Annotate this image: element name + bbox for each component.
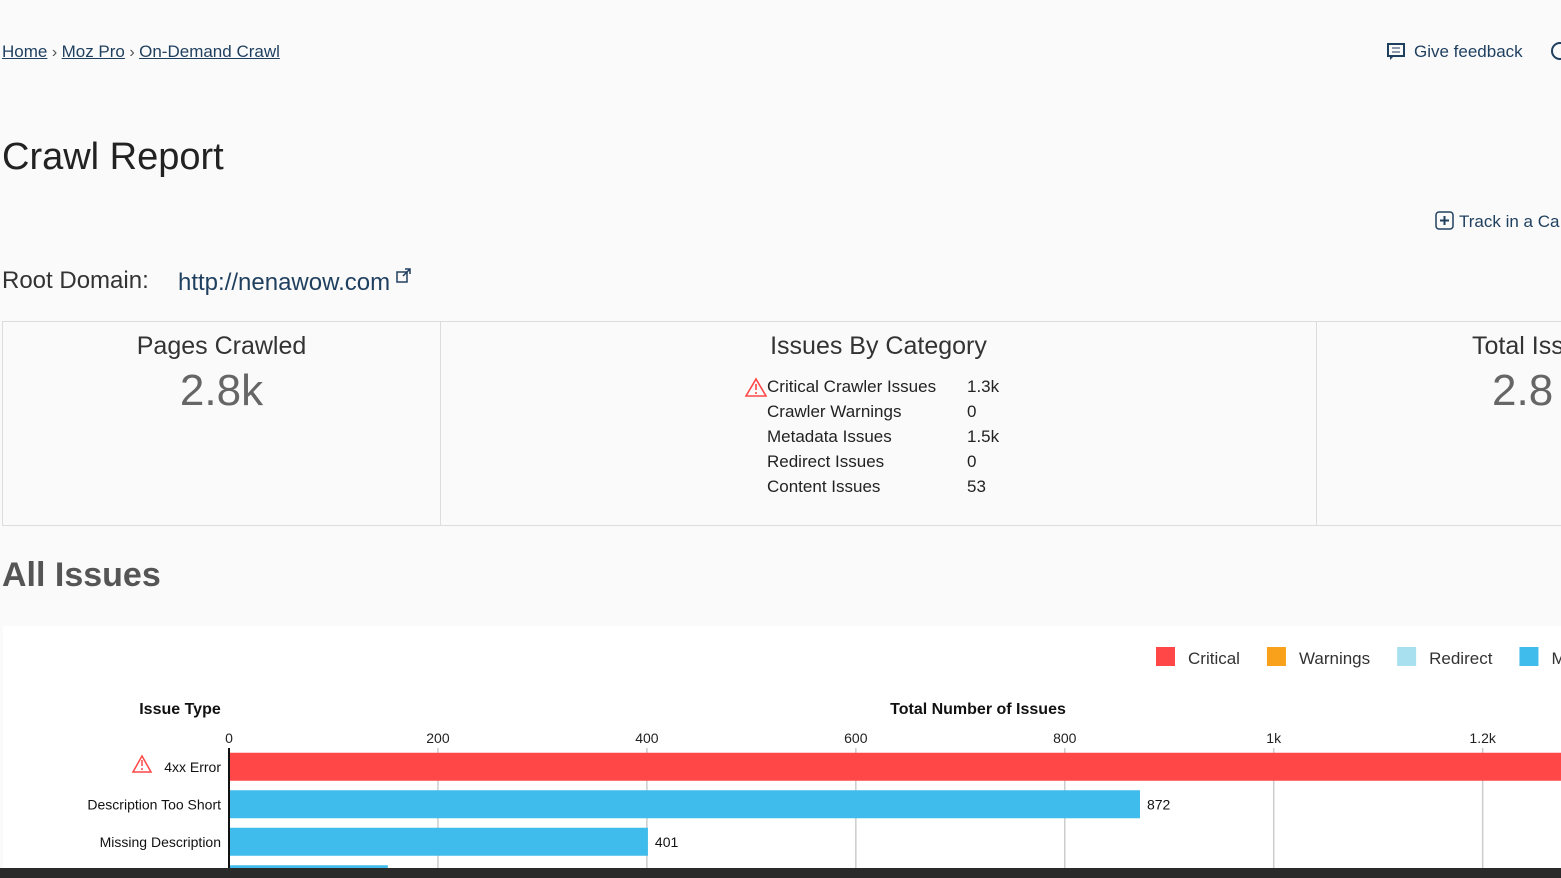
bar (229, 752, 1561, 781)
chart-card (3, 626, 1561, 868)
card-title: Pages Crawled (136, 332, 307, 360)
category-count: 1.3k (967, 377, 1000, 396)
crumb-link[interactable]: Home (2, 42, 48, 61)
category-count: 53 (967, 477, 986, 496)
y-tick-label: Missing Description (100, 834, 221, 850)
track-text: Track in a Ca (1459, 212, 1560, 231)
x-axis-title: Total Number of Issues (890, 701, 1066, 718)
legend-label: Warnings (1299, 649, 1370, 668)
pages-crawled-card: Pages Crawled 2.8k (2, 321, 441, 526)
help-icon[interactable] (1551, 42, 1561, 60)
x-tick-label: 0 (225, 730, 233, 746)
y-axis-title: Issue Type (139, 701, 221, 718)
page-title: Crawl Report (2, 136, 224, 178)
external-icon (396, 268, 411, 283)
data-label: 872 (1147, 796, 1171, 812)
category-name: Redirect Issues (767, 452, 885, 471)
root-domain-label: Root Domain: (2, 267, 149, 294)
crumb-link[interactable]: On-Demand Crawl (139, 42, 280, 61)
category-name: Metadata Issues (767, 427, 892, 446)
total-issues-card: Total Iss 2.8 (1316, 321, 1561, 526)
card-value: 2.8k (179, 366, 264, 415)
card-value: 2.8 (1492, 366, 1554, 415)
url: http://nenawow.com (178, 269, 391, 296)
y-tick-label: 4xx Error (164, 759, 221, 775)
card-title: Total Iss (1472, 332, 1561, 360)
bar (229, 790, 1140, 819)
x-tick-label: 800 (1053, 730, 1077, 746)
legend-label: M (1551, 649, 1561, 668)
category-count: 0 (967, 402, 977, 421)
chart: Critical Warnings Redirect M Issue Type Total… (3, 626, 1561, 868)
card-title: Issues By Category (770, 332, 987, 360)
section-title: All Issues (2, 556, 161, 594)
issues-category-card: Issues By Category Critical Crawler Issu… (440, 321, 1317, 526)
track-button[interactable]: Track in a Ca (1435, 211, 1559, 232)
root-domain-link[interactable]: http://nenawow.com (178, 268, 412, 297)
feedback-button[interactable]: Give feedback (1386, 42, 1523, 62)
x-tick-label: 400 (635, 730, 659, 746)
category-name: Crawler Warnings (767, 402, 902, 421)
x-tick-label: 600 (844, 730, 868, 746)
x-tick-label: 1.2k (1469, 730, 1496, 746)
legend-swatch (1266, 647, 1286, 666)
taskbar (0, 868, 1561, 878)
category-name: Critical Crawler Issues (767, 377, 937, 396)
legend-swatch (1519, 647, 1539, 666)
category-count: 1.5k (967, 427, 1000, 446)
warning-icon (745, 377, 767, 397)
x-tick-label: 1k (1266, 730, 1282, 746)
bar (229, 865, 388, 868)
category-count: 0 (967, 452, 977, 471)
crumb-link[interactable]: Moz Pro (61, 42, 125, 61)
feedback-icon (1387, 43, 1405, 60)
breadcrumb: Home › Moz Pro › On-Demand Crawl (2, 42, 280, 61)
plus-icon (1435, 211, 1454, 230)
legend-label: Redirect (1429, 649, 1493, 668)
category-name: Content Issues (767, 477, 881, 496)
legend-swatch (1397, 647, 1417, 666)
x-tick-label: 200 (426, 730, 450, 746)
feedback-text: Give feedback (1414, 42, 1523, 61)
warning-icon (131, 754, 153, 773)
data-label: 401 (655, 834, 679, 850)
legend-swatch (1156, 647, 1175, 666)
legend-label: Critical (1188, 649, 1240, 668)
y-tick-label: Description Too Short (87, 796, 221, 812)
bar (229, 827, 648, 856)
